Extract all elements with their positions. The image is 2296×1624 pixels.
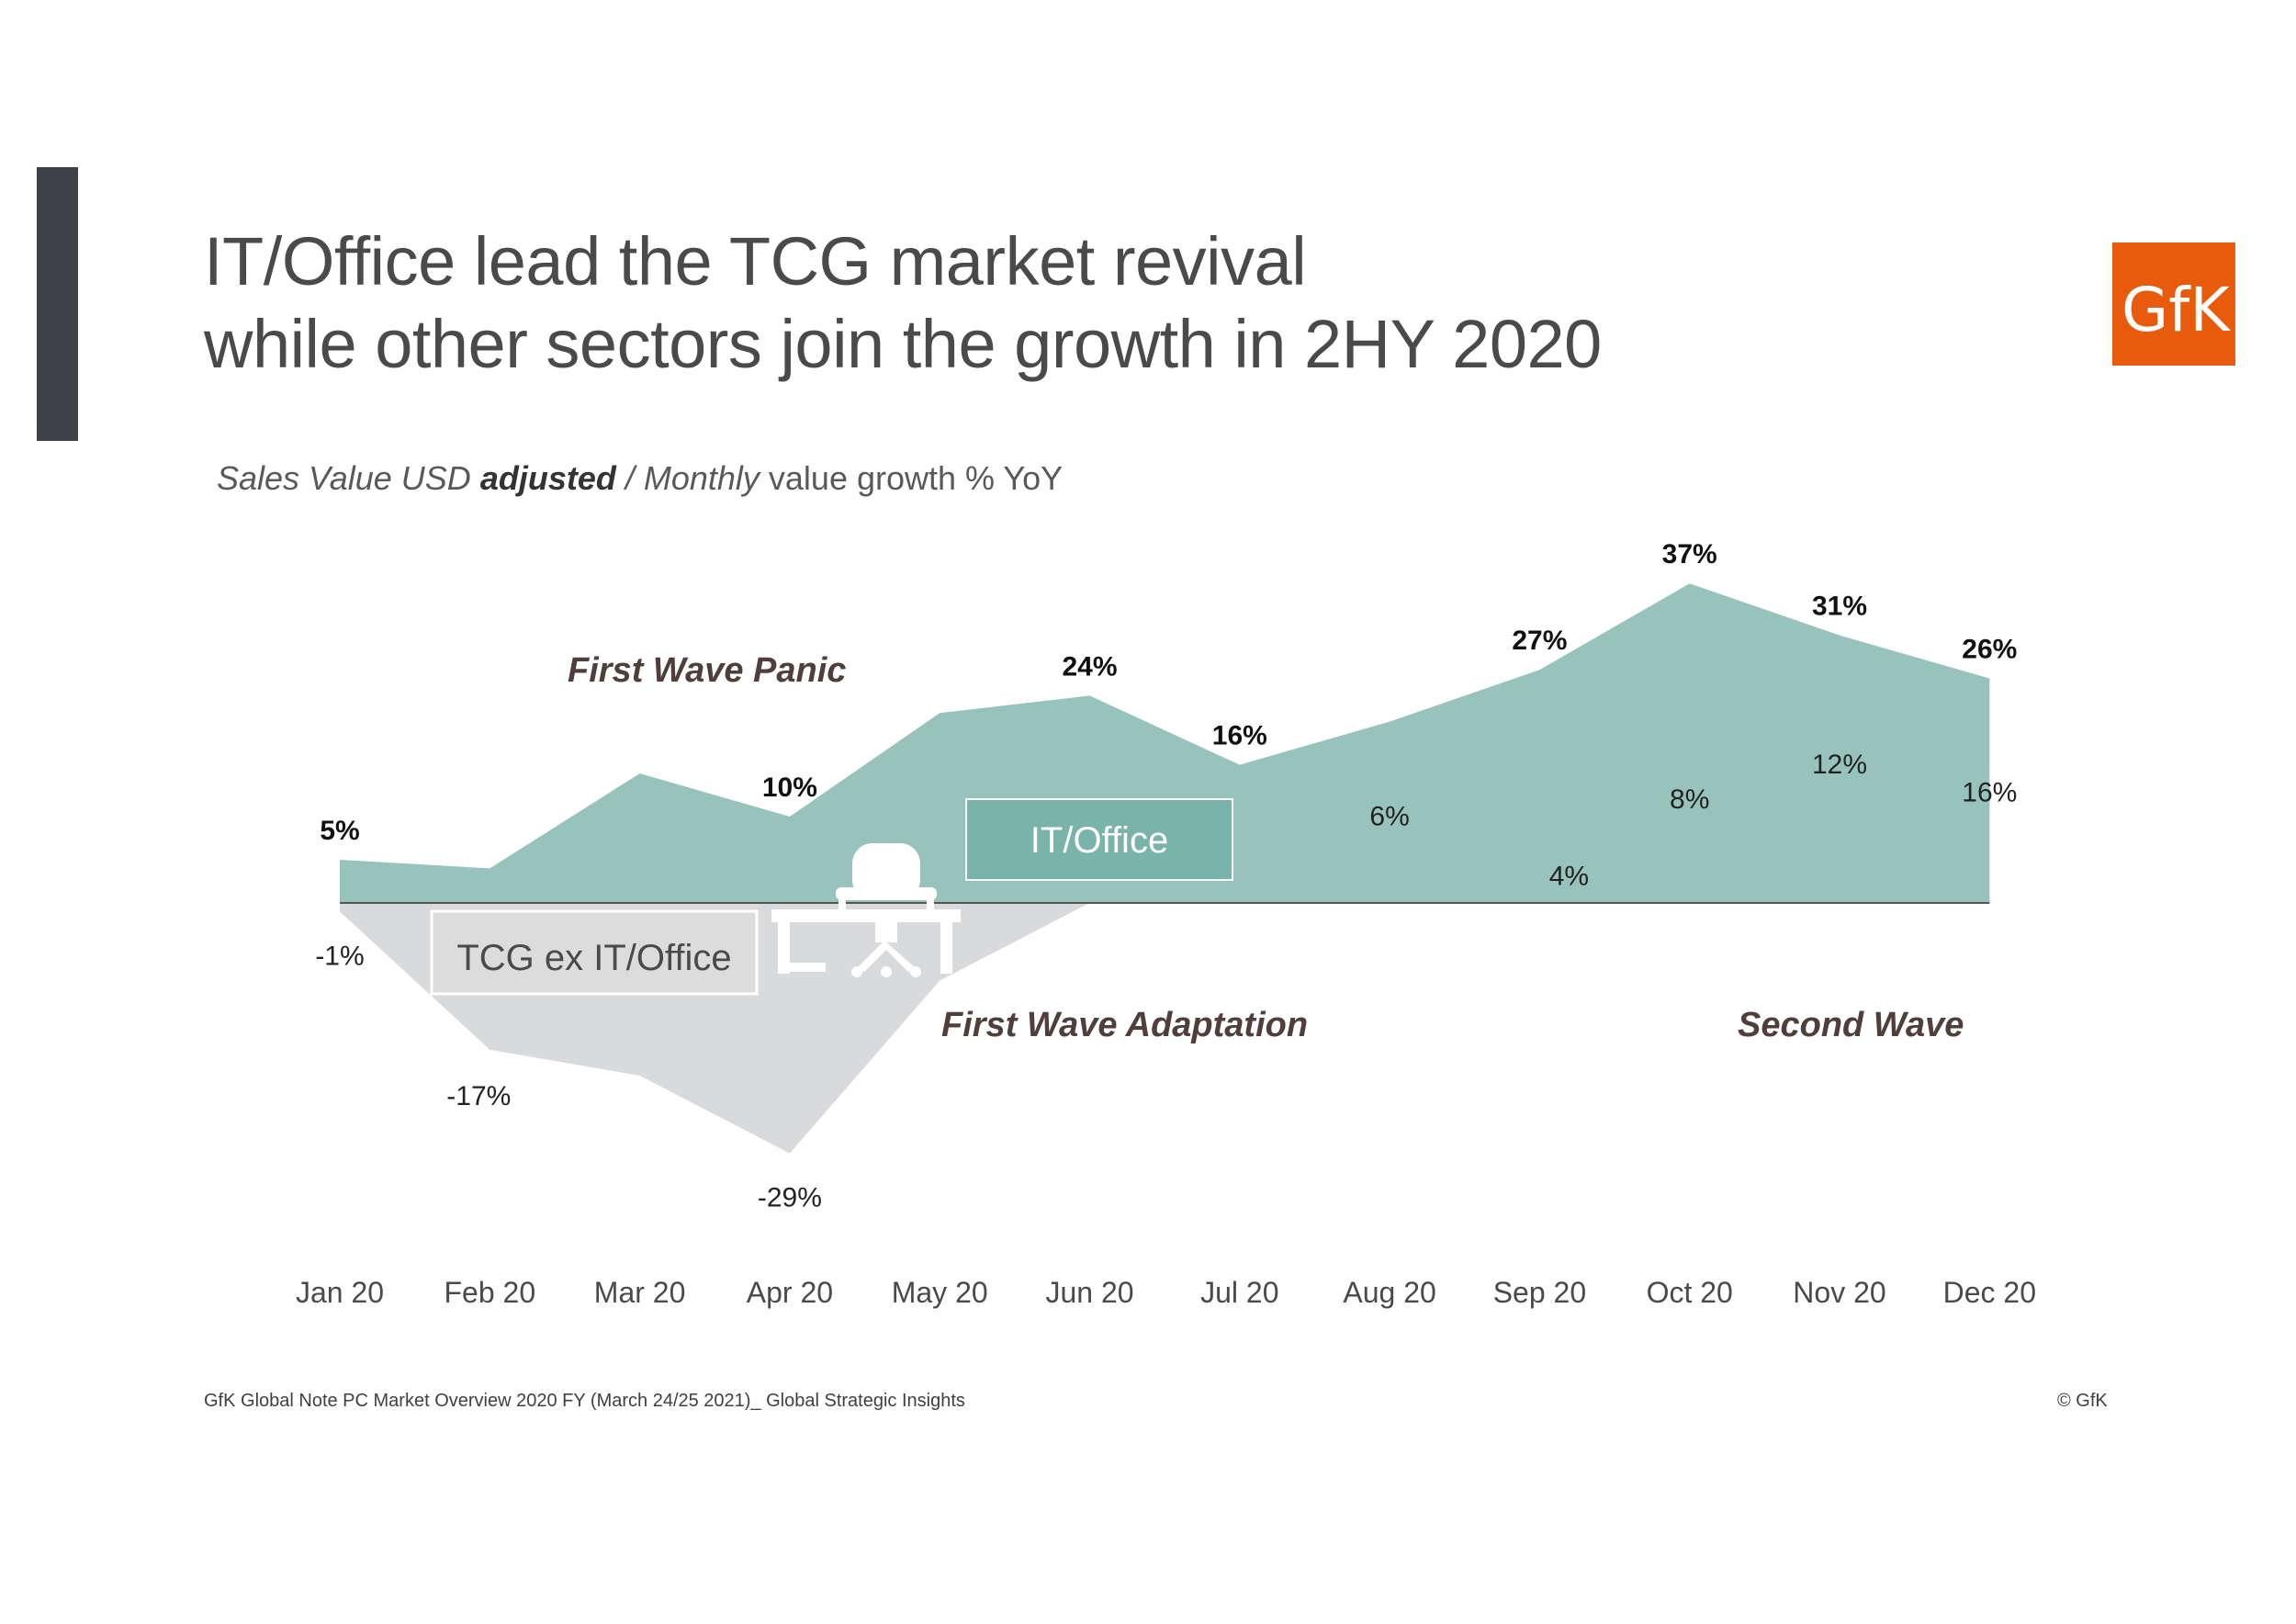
tcg-ex-data-label: -17%: [446, 1081, 511, 1111]
subtitle-part-3: / Monthly: [615, 459, 760, 497]
x-tick-label: Jul 20: [1200, 1276, 1278, 1309]
title-line-1: IT/Office lead the TCG market revival: [204, 223, 1307, 299]
subtitle-part-2: adjusted: [479, 459, 616, 497]
chart-subtitle: Sales Value USD adjusted / Monthly value…: [217, 459, 1063, 498]
gfk-logo: GfK: [2112, 242, 2235, 366]
x-tick-label: Aug 20: [1343, 1276, 1435, 1309]
it-office-data-label: 5%: [320, 816, 359, 846]
desk-chair-icon: [771, 843, 961, 977]
x-tick-label: Oct 20: [1647, 1276, 1733, 1309]
annotation-first-wave-adaptation: First Wave Adaptation: [941, 1006, 1308, 1044]
x-tick-label: Feb 20: [444, 1276, 535, 1309]
footer-copyright: © GfK: [2057, 1391, 2108, 1411]
it-office-data-label: 31%: [1812, 592, 1867, 622]
x-tick-label: Jun 20: [1045, 1276, 1133, 1309]
x-tick-label: Mar 20: [594, 1276, 686, 1309]
x-tick-label: Apr 20: [747, 1276, 833, 1309]
it-office-series-label: IT/Office: [1030, 820, 1168, 861]
tcg-ex-data-label: -29%: [758, 1183, 822, 1213]
tcg-ex-data-label: -1%: [315, 941, 364, 971]
tcg-ex-data-label: 4%: [1549, 861, 1589, 891]
title-line-2: while other sectors join the growth in 2…: [204, 306, 1602, 382]
it-office-data-label: 10%: [762, 773, 817, 803]
tcg-ex-data-label: 16%: [1962, 778, 2017, 808]
it-office-data-label: 27%: [1512, 626, 1567, 656]
page-title: IT/Office lead the TCG market revival wh…: [204, 220, 1602, 386]
x-tick-label: May 20: [892, 1276, 988, 1309]
x-tick-label: Dec 20: [1943, 1276, 2036, 1309]
it-office-data-label: 26%: [1962, 635, 2017, 665]
x-tick-label: Sep 20: [1493, 1276, 1586, 1309]
x-tick-label: Jan 20: [296, 1276, 384, 1309]
tcg-ex-series-label: TCG ex IT/Office: [456, 938, 731, 978]
svg-text:GfK: GfK: [2122, 275, 2231, 345]
annotation-second-wave: Second Wave: [1738, 1006, 1964, 1044]
subtitle-part-4: value growth % YoY: [759, 459, 1064, 497]
tcg-ex-data-label: 12%: [1812, 750, 1867, 780]
tcg-ex-data-label: 8%: [1670, 784, 1709, 815]
it-office-area: [340, 583, 1990, 903]
x-tick-label: Nov 20: [1793, 1276, 1885, 1309]
it-office-data-label: 24%: [1062, 651, 1117, 682]
it-office-data-label: 16%: [1212, 721, 1267, 751]
tcg-ex-label-box: TCG ex IT/Office: [430, 909, 759, 996]
footer-source: GfK Global Note PC Market Overview 2020 …: [204, 1391, 965, 1411]
accent-bar: [37, 167, 78, 441]
annotation-first-wave-panic: First Wave Panic: [568, 651, 846, 690]
it-office-label-box: IT/Office: [965, 798, 1233, 881]
it-office-data-label: 37%: [1662, 539, 1717, 570]
subtitle-part-1: Sales Value USD: [217, 459, 480, 497]
tcg-ex-data-label: 6%: [1369, 802, 1409, 832]
